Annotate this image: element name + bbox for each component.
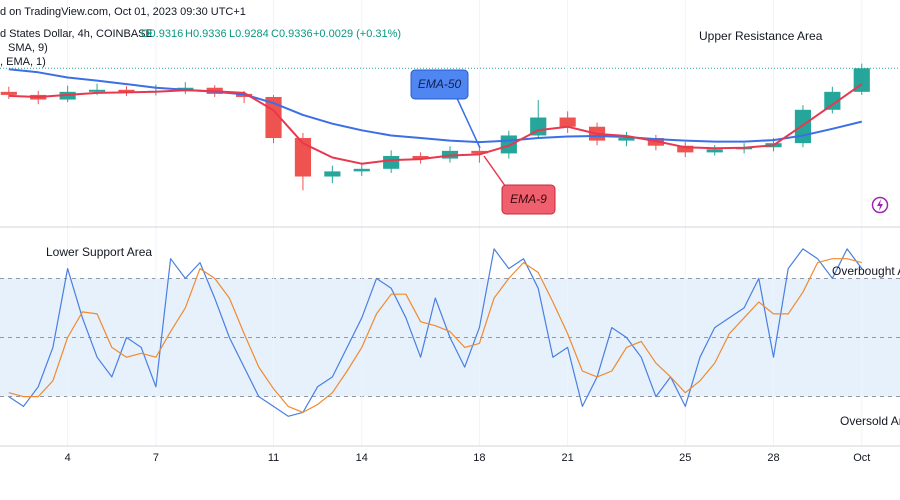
stoch-line xyxy=(8,258,862,413)
alert-ring xyxy=(871,196,889,214)
ohlc-change: +0.0029 (+0.31%) xyxy=(313,28,401,40)
ema-9-callout: EMA-9 xyxy=(483,155,556,215)
indicator-line xyxy=(8,83,863,165)
candle-body xyxy=(618,138,635,141)
candle-body xyxy=(824,91,841,110)
x-tick-label: 18 xyxy=(473,452,485,464)
x-tick-label: 7 xyxy=(153,452,159,464)
candle-body xyxy=(412,155,429,159)
x-tick-label: 4 xyxy=(65,452,71,464)
callout-label: EMA-9 xyxy=(510,192,547,206)
candle-body xyxy=(500,135,517,154)
annotation: Lower Support Area xyxy=(46,245,152,259)
ohlc-low: L0.9284 xyxy=(229,28,269,40)
candle-body xyxy=(530,117,547,136)
source-text: d on TradingView.com, Oct 01, 2023 09:30… xyxy=(0,6,246,18)
candle-body xyxy=(88,89,106,92)
x-tick-label: 14 xyxy=(356,452,368,464)
ohlc-high: H0.9336 xyxy=(185,28,227,40)
indicator-line xyxy=(8,68,863,144)
candle-body xyxy=(677,145,694,153)
callout-box xyxy=(501,184,556,215)
annotation: Overbought A xyxy=(832,264,900,278)
candle-body xyxy=(294,138,312,177)
candle-body xyxy=(0,91,17,95)
x-tick-label: Oct xyxy=(853,452,870,464)
callout-pointer xyxy=(455,95,481,149)
alert-icon[interactable] xyxy=(871,196,889,214)
indicator-legend: SMA, 9) xyxy=(8,42,48,54)
annotation: Upper Resistance Area xyxy=(699,29,823,43)
candle-body xyxy=(353,168,370,172)
candle-body xyxy=(559,117,576,127)
callout-label: EMA-50 xyxy=(418,77,462,91)
x-tick-label: 28 xyxy=(767,452,779,464)
marks-layer: 4 7 11 14 18 21 25 28 Oct xyxy=(0,63,870,464)
symbol-text: d States Dollar, 4h, COINBASE xyxy=(0,28,153,40)
ohlc-close: C0.9336 xyxy=(271,28,313,40)
indicator-legend: , EMA, 1) xyxy=(0,56,46,68)
candle-body xyxy=(471,150,488,154)
alert-bolt xyxy=(877,199,883,211)
candle-body xyxy=(706,149,723,153)
ema-50-callout: EMA-50 xyxy=(410,69,481,149)
callout-box xyxy=(410,69,469,100)
x-tick-label: 21 xyxy=(562,452,574,464)
callout-pointer xyxy=(483,155,509,191)
stoch-line xyxy=(8,248,863,417)
x-tick-label: 11 xyxy=(268,452,279,464)
annotation: Oversold Ar xyxy=(840,414,900,428)
candle-body xyxy=(794,109,812,144)
x-tick-label: 25 xyxy=(679,452,691,464)
ohlc-open: O0.9316 xyxy=(141,28,183,40)
candle-body xyxy=(383,155,400,169)
candle-body xyxy=(324,171,341,177)
candle-body xyxy=(118,89,135,92)
